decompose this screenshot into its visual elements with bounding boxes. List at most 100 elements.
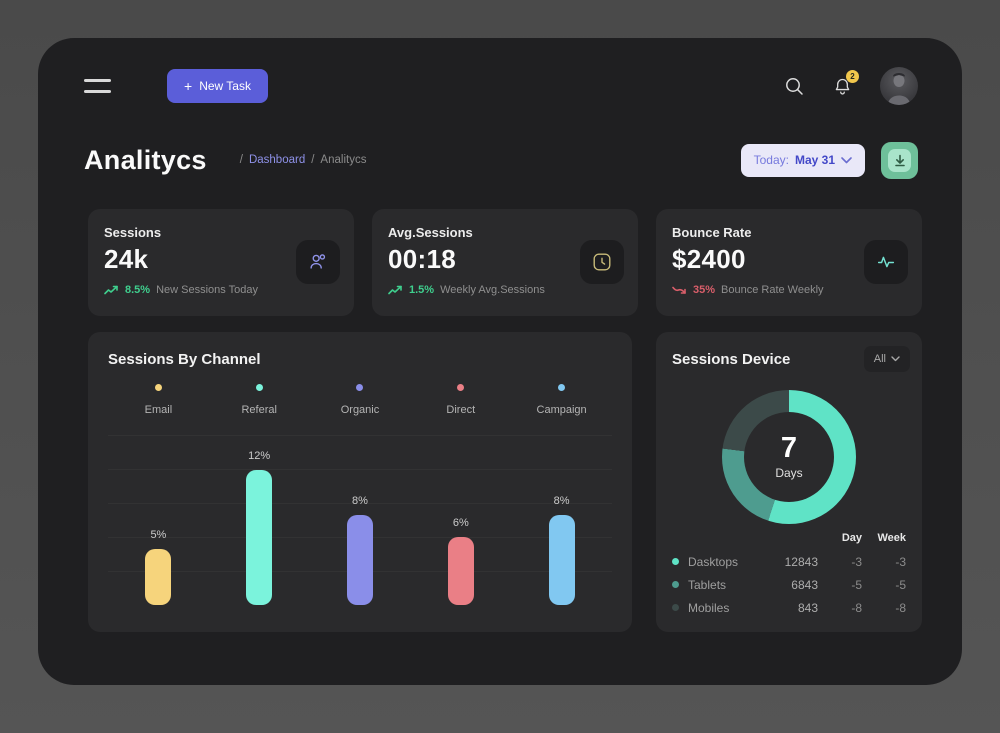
device-name: Tablets bbox=[672, 578, 766, 592]
breadcrumb-separator: / bbox=[239, 154, 243, 166]
device-col-day: Day bbox=[841, 532, 862, 544]
channel-bar[interactable] bbox=[548, 515, 575, 605]
users-icon bbox=[310, 254, 326, 269]
stat-delta-value: 1.5% bbox=[409, 284, 435, 296]
hamburger-menu-icon[interactable] bbox=[84, 79, 111, 93]
bell-icon bbox=[835, 78, 850, 95]
channel-bar[interactable] bbox=[246, 470, 273, 605]
notifications-button[interactable]: 2 bbox=[832, 69, 859, 97]
channel-bar[interactable] bbox=[346, 515, 373, 605]
legend-dot-icon bbox=[154, 384, 162, 391]
topbar: + New Task 2 bbox=[84, 66, 918, 106]
device-filter-dropdown[interactable]: All bbox=[863, 346, 910, 372]
stat-delta-row: 35% Bounce Rate Weekly bbox=[672, 284, 906, 296]
user-avatar[interactable] bbox=[880, 67, 918, 105]
page-title: Analitycs bbox=[84, 144, 207, 175]
device-dot-icon bbox=[672, 558, 679, 565]
stat-value: $2400 bbox=[672, 244, 746, 274]
legend-item[interactable]: Organic bbox=[340, 384, 380, 416]
legend-label: Referal bbox=[241, 404, 277, 416]
new-task-label: New Task bbox=[199, 79, 251, 93]
channel-bar[interactable] bbox=[145, 549, 172, 605]
trend-down-icon bbox=[672, 286, 686, 294]
device-dot-icon bbox=[672, 604, 679, 611]
device-name: Mobiles bbox=[672, 601, 766, 615]
legend-item[interactable]: Campaign bbox=[537, 384, 587, 416]
legend-item[interactable]: Email bbox=[144, 384, 173, 416]
legend-dot-icon bbox=[457, 384, 465, 391]
bar-column: 6% bbox=[447, 517, 474, 605]
bar-column: 5% bbox=[145, 529, 172, 605]
device-card-header: Sessions Device All bbox=[672, 346, 910, 372]
legend-label: Organic bbox=[340, 404, 380, 416]
stat-delta-text: New Sessions Today bbox=[156, 284, 258, 296]
stat-icon-tile bbox=[580, 240, 624, 284]
breadcrumb-current: Analitycs bbox=[320, 154, 367, 166]
avatar-silhouette bbox=[888, 73, 910, 105]
download-button[interactable] bbox=[881, 141, 918, 179]
date-selector-button[interactable]: Today: May 31 bbox=[740, 143, 865, 177]
device-day-delta: -8 bbox=[851, 600, 862, 615]
device-row[interactable]: Mobiles 843 -8 -8 bbox=[672, 596, 906, 619]
date-prefix-label: Today: bbox=[753, 153, 789, 167]
device-row[interactable]: Dasktops 12843 -3 -3 bbox=[672, 550, 906, 573]
device-row[interactable]: Tablets 6843 -5 -5 bbox=[672, 573, 906, 596]
bar-value-label: 8% bbox=[352, 495, 368, 507]
stat-icon-tile bbox=[864, 240, 908, 284]
device-name: Dasktops bbox=[672, 555, 766, 569]
device-week-delta: -8 bbox=[895, 600, 906, 615]
device-dot-icon bbox=[672, 581, 679, 588]
legend-item[interactable]: Direct bbox=[446, 384, 475, 416]
chevron-down-icon bbox=[841, 156, 852, 163]
new-task-button[interactable]: + New Task bbox=[167, 69, 268, 103]
channel-bar[interactable] bbox=[447, 537, 474, 605]
stat-delta-value: 8.5% bbox=[125, 284, 151, 296]
notification-badge: 2 bbox=[846, 69, 859, 83]
breadcrumb-separator: / bbox=[311, 154, 315, 166]
bar-value-label: 12% bbox=[248, 450, 271, 462]
channel-legend: Email Referal Organic Direct Campaign bbox=[108, 384, 612, 416]
device-value: 12843 bbox=[784, 554, 818, 569]
legend-dot-icon bbox=[255, 384, 263, 391]
sessions-by-channel-card: Sessions By Channel Email Referal Organic D… bbox=[88, 332, 632, 632]
date-value-label: May 31 bbox=[794, 153, 835, 167]
download-inner-tile bbox=[888, 148, 911, 172]
bar-column: 12% bbox=[246, 450, 273, 605]
device-table: Day Week Dasktops 12843 -3 -3 Tablets 6843 -5 -… bbox=[672, 532, 906, 619]
activity-icon bbox=[877, 256, 895, 268]
sessions-device-card: Sessions Device All 7 Days Day Week Dask… bbox=[656, 332, 922, 632]
search-button[interactable] bbox=[784, 76, 805, 97]
legend-item[interactable]: Referal bbox=[241, 384, 277, 416]
bar-column: 8% bbox=[548, 495, 575, 605]
legend-label: Direct bbox=[446, 404, 476, 416]
device-rows: Dasktops 12843 -3 -3 Tablets 6843 -5 -5 Mobiles 8… bbox=[672, 550, 906, 619]
stat-value: 24k bbox=[104, 244, 149, 274]
dashboard-panel: + New Task 2 Analitycs / Dashboard / Ana… bbox=[38, 38, 962, 685]
stat-card-bounce-rate: Bounce Rate $2400 35% Bounce Rate Weekly bbox=[656, 209, 922, 316]
bar-value-label: 6% bbox=[452, 517, 469, 529]
stat-delta-row: 8.5% New Sessions Today bbox=[104, 284, 338, 296]
device-week-delta: -5 bbox=[895, 577, 906, 592]
breadcrumb-link-dashboard[interactable]: Dashboard bbox=[248, 154, 306, 166]
stat-label: Bounce Rate bbox=[672, 225, 752, 240]
stat-card-avg-sessions: Avg.Sessions 00:18 1.5% Weekly Avg.Sessi… bbox=[372, 209, 638, 316]
plus-icon: + bbox=[184, 78, 193, 94]
stats-row: Sessions 24k 8.5% New Sessions Today Avg… bbox=[88, 209, 922, 316]
legend-label: Email bbox=[144, 404, 173, 416]
device-day-delta: -3 bbox=[851, 554, 862, 569]
topbar-actions: 2 bbox=[784, 67, 918, 105]
channel-bars: 5% 12% 8% 6% 8% bbox=[108, 432, 612, 605]
search-icon bbox=[786, 77, 803, 95]
device-donut[interactable]: 7 Days bbox=[722, 390, 856, 524]
stat-label: Sessions bbox=[104, 225, 162, 240]
stat-delta-text: Weekly Avg.Sessions bbox=[440, 284, 545, 296]
device-value: 843 bbox=[797, 600, 818, 615]
channel-card-title: Sessions By Channel bbox=[108, 351, 261, 368]
device-card-title: Sessions Device bbox=[672, 350, 791, 368]
donut-center-label: Days bbox=[775, 466, 803, 480]
legend-label: Campaign bbox=[536, 404, 587, 416]
bar-column: 8% bbox=[346, 495, 373, 605]
device-day-delta: -5 bbox=[851, 577, 862, 592]
trend-up-icon bbox=[388, 285, 402, 295]
stat-card-sessions: Sessions 24k 8.5% New Sessions Today bbox=[88, 209, 354, 316]
